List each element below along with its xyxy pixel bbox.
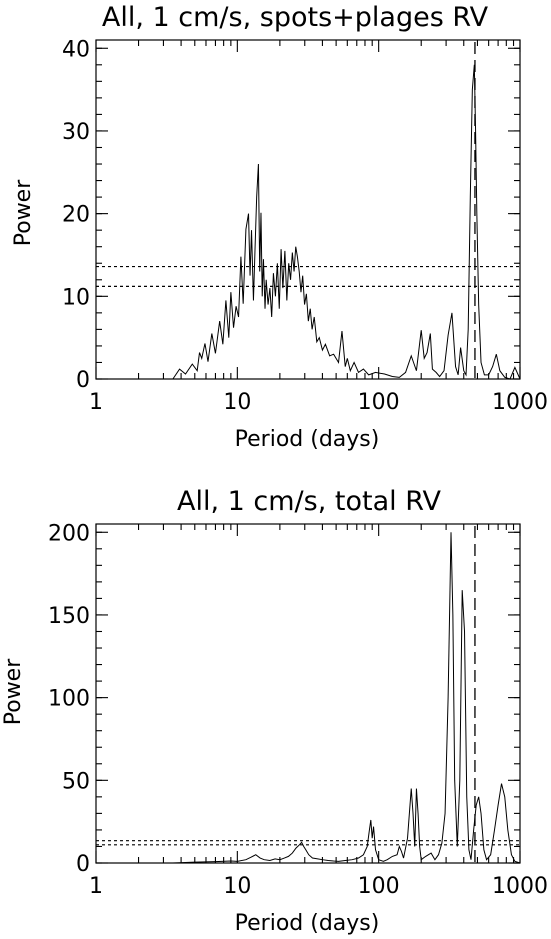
x-tick-label: 1 (89, 874, 103, 899)
periodogram-line (172, 64, 521, 380)
x-axis-label: Period (days) (235, 427, 380, 452)
y-axis-label: Power (1, 658, 26, 725)
panel-total-rv: All, 1 cm/s, total RV Power Period (days… (1, 486, 548, 936)
plot-frame (95, 523, 521, 864)
plot-frame (95, 39, 521, 380)
threshold-lines (96, 840, 520, 846)
axis-ticks (95, 40, 521, 380)
tick-labels: 1 10 100 1000 0 50 100 150 200 (48, 521, 548, 899)
x-tick-label: 1 (89, 390, 103, 415)
y-tick-label: 40 (62, 37, 90, 62)
x-tick-label: 1000 (492, 390, 548, 415)
y-tick-label: 30 (62, 120, 90, 145)
y-axis-label: Power (11, 179, 36, 246)
periodogram-line (172, 532, 521, 864)
y-tick-label: 100 (48, 687, 90, 712)
x-tick-label: 1000 (492, 874, 548, 899)
tick-labels: 1 10 100 1000 0 10 20 30 40 (62, 37, 548, 415)
x-tick-label: 100 (358, 874, 400, 899)
panel-spots-plages: All, 1 cm/s, spots+plages RV Power Perio… (11, 2, 548, 452)
y-tick-label: 0 (76, 852, 90, 877)
chart-title: All, 1 cm/s, total RV (177, 486, 441, 517)
x-tick-label: 100 (358, 390, 400, 415)
y-tick-label: 50 (62, 769, 90, 794)
threshold-lines (96, 265, 520, 287)
y-tick-label: 20 (62, 203, 90, 228)
chart-title: All, 1 cm/s, spots+plages RV (102, 2, 489, 33)
y-tick-label: 200 (48, 521, 90, 546)
y-tick-label: 150 (48, 604, 90, 629)
y-tick-label: 0 (76, 368, 90, 393)
x-axis-label: Period (days) (235, 911, 380, 936)
x-tick-label: 10 (223, 874, 251, 899)
x-tick-label: 10 (223, 390, 251, 415)
y-tick-label: 10 (62, 285, 90, 310)
